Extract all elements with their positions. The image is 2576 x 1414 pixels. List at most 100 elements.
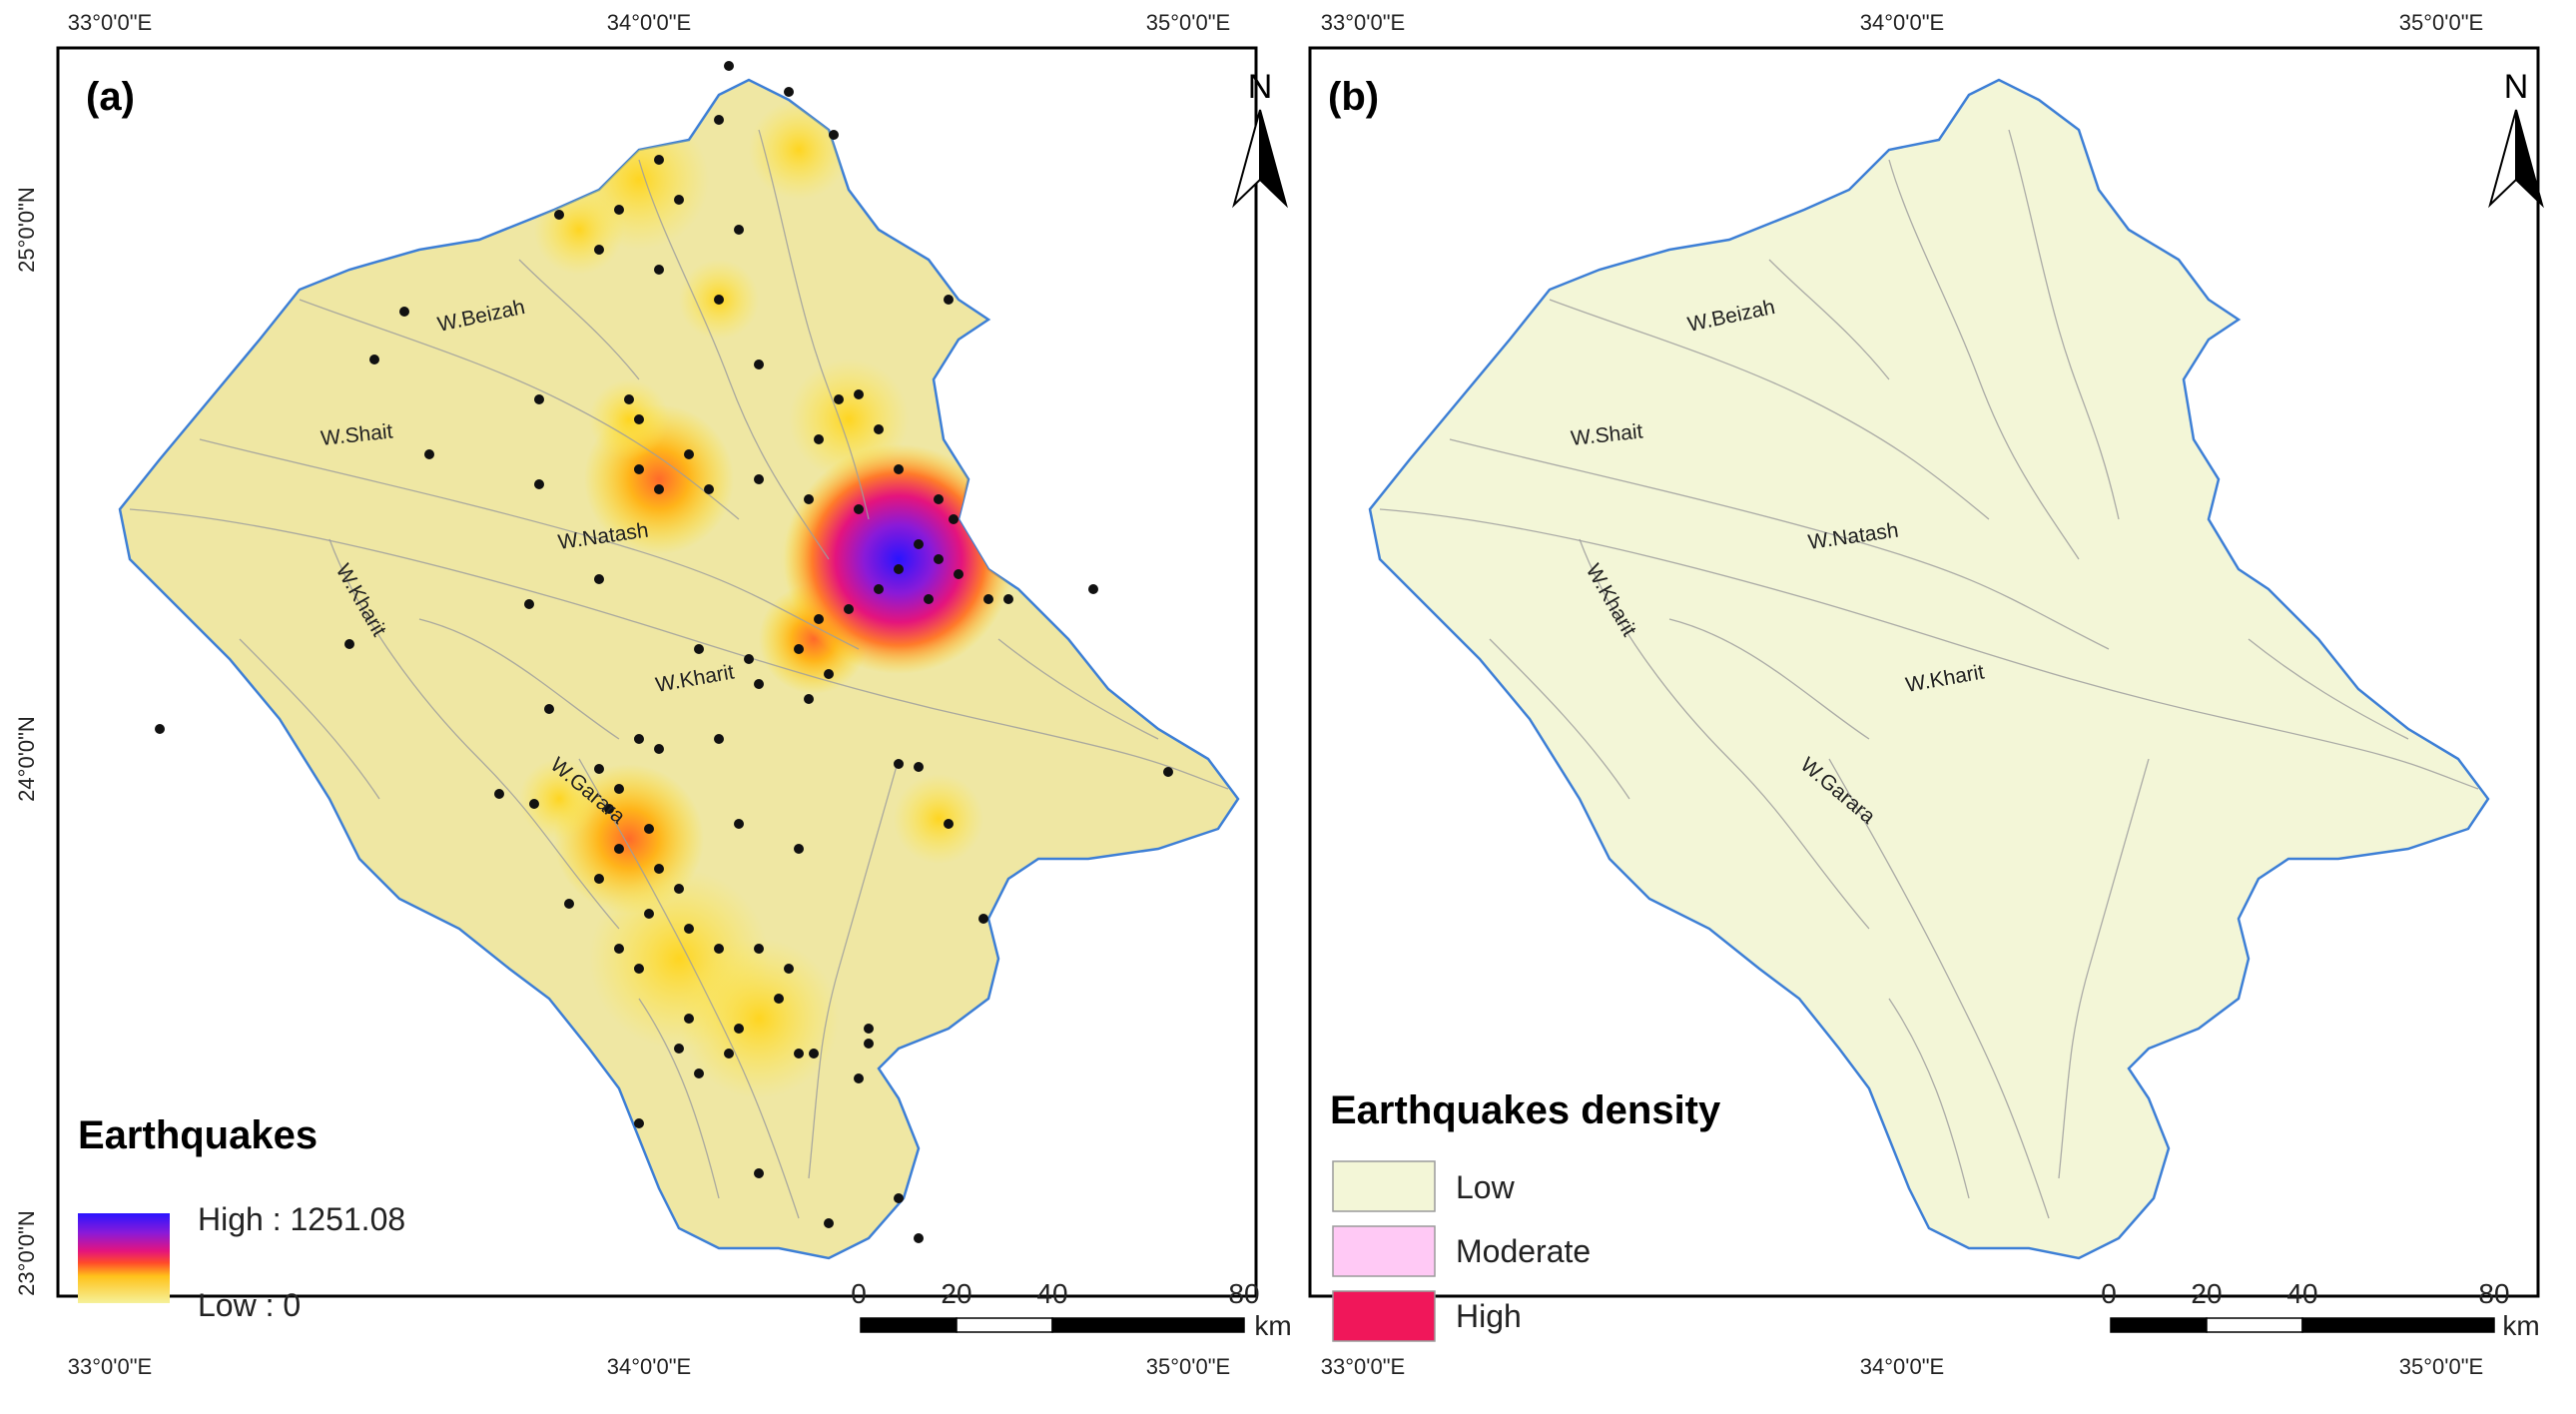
earthquake-point (854, 504, 864, 514)
earthquake-point (864, 1039, 874, 1049)
earthquake-point (804, 694, 814, 704)
earthquake-point (594, 874, 604, 884)
earthquake-point (894, 1193, 904, 1203)
legend-b: Earthquakes density Low Moderate High (1330, 1088, 1721, 1342)
earthquake-point (644, 909, 654, 919)
earthquake-point (924, 594, 934, 604)
earthquake-point (854, 1073, 864, 1083)
earthquake-point (824, 669, 834, 679)
earthquake-point (724, 61, 734, 71)
legend-swatch-high (1332, 1290, 1436, 1342)
lon-tick-35-b-bottom: 35°0'0"E (2399, 1354, 2483, 1379)
earthquake-point (529, 799, 539, 809)
earthquake-point (944, 295, 954, 305)
earthquake-point (1003, 594, 1013, 604)
earthquake-point (754, 1168, 764, 1178)
lon-tick-34-bottom: 34°0'0"E (607, 1354, 691, 1379)
earthquake-point (624, 394, 634, 404)
density-hotspot (784, 444, 1013, 674)
drainage-network-b (1379, 129, 2479, 1219)
earthquake-point (949, 514, 959, 524)
earthquake-point (654, 265, 664, 275)
earthquake-point (784, 87, 794, 97)
earthquake-point (714, 115, 724, 125)
scale-bar-a: 0 20 40 80 km (851, 1278, 1291, 1341)
scale-b-label-40: 40 (2286, 1278, 2317, 1309)
lon-tick-33-b: 33°0'0"E (1321, 10, 1405, 35)
earthquake-point (814, 614, 824, 624)
earthquake-point (654, 744, 664, 754)
earthquake-point (954, 569, 964, 579)
earthquake-point (754, 679, 764, 689)
earthquake-point (914, 762, 924, 772)
earthquake-point (594, 764, 604, 774)
drainage-network-a (129, 129, 1229, 1219)
earthquake-point (794, 1049, 804, 1059)
lon-tick-35: 35°0'0"E (1146, 10, 1230, 35)
north-label-b: N (2504, 68, 2529, 106)
earthquake-point (614, 844, 624, 854)
lat-tick-24: 24°0'0"N (14, 716, 39, 802)
earthquake-point (844, 604, 854, 614)
earthquake-point (854, 389, 864, 399)
scale-a-label-80: 80 (1228, 1278, 1259, 1309)
earthquake-point (704, 484, 714, 494)
earthquake-point (614, 784, 624, 794)
lon-tick-34: 34°0'0"E (607, 10, 691, 35)
lat-tick-23: 23°0'0"N (14, 1210, 39, 1296)
basin-boundary-a (118, 78, 1240, 1260)
legend-a-title: Earthquakes (78, 1113, 318, 1157)
scale-a-label-0: 0 (851, 1278, 867, 1309)
earthquake-point (914, 539, 924, 549)
earthquake-point (874, 424, 884, 434)
earthquake-point (634, 1118, 644, 1128)
earthquake-point (829, 130, 839, 140)
earthquake-point (614, 205, 624, 215)
legend-b-high: High (1456, 1298, 1522, 1334)
earthquake-point (744, 654, 754, 664)
north-label: N (1248, 68, 1273, 106)
earthquake-point (754, 474, 764, 484)
earthquake-point (634, 464, 644, 474)
density-blob (894, 774, 983, 864)
basin-boundary-b (1368, 78, 2490, 1260)
earthquake-point (978, 914, 988, 924)
earthquake-point (824, 1218, 834, 1228)
earthquake-point (734, 225, 744, 235)
earthquake-point (784, 964, 794, 974)
earthquake-point (494, 789, 504, 799)
panel-b-earthquake-density-class: 33°0'0"E 34°0'0"E 35°0'0"E 33°0'0"E 34°0… (1308, 10, 2544, 1379)
earthquake-point (694, 644, 704, 654)
earthquake-point (694, 1068, 704, 1078)
earthquake-point (914, 1233, 924, 1243)
earthquake-point (754, 359, 764, 369)
lon-tick-33-bottom: 33°0'0"E (68, 1354, 152, 1379)
earthquake-point (399, 307, 409, 317)
legend-b-title: Earthquakes density (1330, 1088, 1721, 1132)
earthquake-point (614, 944, 624, 954)
legend-gradient-swatch (78, 1213, 170, 1303)
earthquake-point (874, 584, 884, 594)
scale-bar-b: 0 20 40 80 km (2101, 1278, 2539, 1341)
scale-a-label-20: 20 (941, 1278, 971, 1309)
earthquake-point (604, 804, 614, 814)
scale-b-label-20: 20 (2191, 1278, 2222, 1309)
legend-swatch-low (1332, 1160, 1436, 1212)
earthquake-point (894, 564, 904, 574)
earthquake-point (634, 414, 644, 424)
earthquake-point (654, 484, 664, 494)
earthquake-point (934, 494, 944, 504)
earthquake-point (524, 599, 534, 609)
earthquake-point (634, 964, 644, 974)
legend-a-high: High : 1251.08 (198, 1201, 405, 1237)
earthquake-point (724, 1049, 734, 1059)
lon-tick-35-b: 35°0'0"E (2399, 10, 2483, 35)
earthquake-point (369, 354, 379, 364)
earthquake-point (934, 554, 944, 564)
scale-b-label-80: 80 (2478, 1278, 2509, 1309)
earthquake-point (809, 1049, 819, 1059)
earthquake-point (794, 644, 804, 654)
lon-tick-34-b-bottom: 34°0'0"E (1860, 1354, 1944, 1379)
earthquake-point (714, 944, 724, 954)
